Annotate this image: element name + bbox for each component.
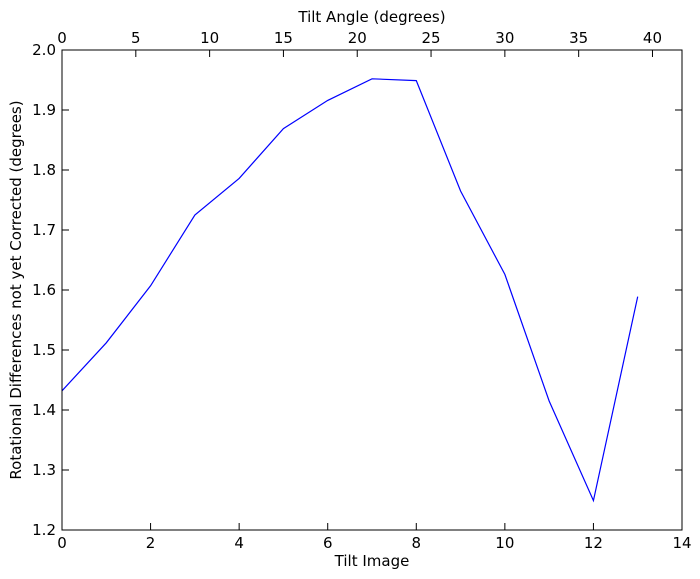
x-axis-label: Tilt Image — [334, 552, 410, 570]
x-tick-label: 4 — [234, 534, 244, 552]
y-tick-label: 1.5 — [32, 341, 56, 359]
top-tick-label: 0 — [57, 29, 67, 47]
series-layer — [61, 78, 639, 503]
plot-frame — [61, 49, 683, 531]
x-tick-label: 10 — [495, 534, 514, 552]
y-tick-label: 1.4 — [32, 401, 56, 419]
top-axis-ticks: 0 5 10 15 20 25 30 35 40 — [57, 29, 662, 57]
x-tick-label: 12 — [584, 534, 603, 552]
x-tick-label: 0 — [57, 534, 67, 552]
top-tick-label: 5 — [131, 29, 141, 47]
top-tick-label: 40 — [643, 29, 662, 47]
top-tick-label: 35 — [569, 29, 588, 47]
top-tick-label: 15 — [274, 29, 293, 47]
x-tick-label: 8 — [412, 534, 422, 552]
y-tick-label: 1.7 — [32, 221, 56, 239]
x-tick-label: 6 — [323, 534, 333, 552]
x-tick-label: 14 — [672, 534, 691, 552]
plot-background — [62, 50, 682, 530]
y-axis-ticks: 1.2 1.3 1.4 1.5 1.6 1.7 1.8 1.9 2.0 — [32, 41, 682, 539]
y-axis-label: Rotational Differences not yet Corrected… — [7, 100, 25, 479]
y-tick-label: 1.9 — [32, 101, 56, 119]
top-axis-label: Tilt Angle (degrees) — [297, 8, 445, 26]
top-tick-label: 20 — [348, 29, 367, 47]
y-tick-label: 1.2 — [32, 521, 56, 539]
y-tick-label: 1.6 — [32, 281, 56, 299]
y-tick-label: 1.3 — [32, 461, 56, 479]
y-tick-label: 2.0 — [32, 41, 56, 59]
top-tick-label: 30 — [495, 29, 514, 47]
top-tick-label: 25 — [422, 29, 441, 47]
y-tick-label: 1.8 — [32, 161, 56, 179]
series-line-0 — [61, 78, 639, 503]
x-tick-label: 2 — [146, 534, 156, 552]
top-tick-label: 10 — [200, 29, 219, 47]
